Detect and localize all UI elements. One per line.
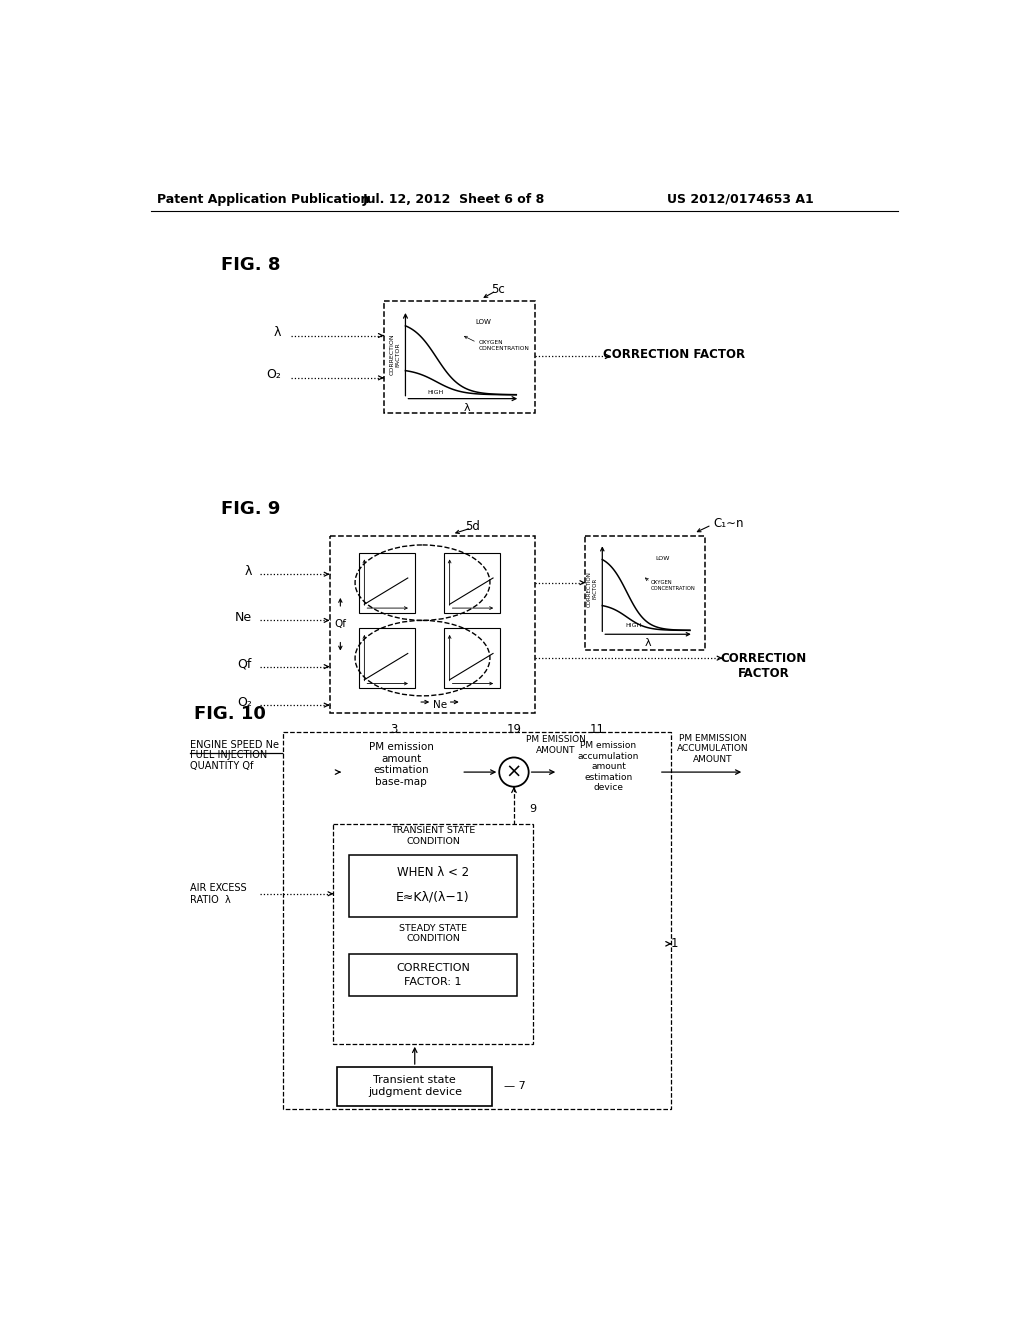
Text: λ: λ	[464, 403, 470, 413]
Text: PM emission
amount
estimation
base-map: PM emission amount estimation base-map	[369, 742, 433, 787]
Text: FIG. 8: FIG. 8	[221, 256, 281, 273]
Text: CORRECTION: CORRECTION	[396, 962, 470, 973]
Text: C₁∼n: C₁∼n	[713, 517, 743, 529]
Text: ENGINE SPEED Ne: ENGINE SPEED Ne	[190, 741, 279, 750]
Bar	[586, 536, 706, 649]
Text: US 2012/0174653 A1: US 2012/0174653 A1	[667, 193, 814, 206]
Text: FUEL INJECTION
QUANTITY Qf: FUEL INJECTION QUANTITY Qf	[190, 750, 267, 771]
Text: PM EMISSION
AMOUNT: PM EMISSION AMOUNT	[526, 735, 586, 755]
Text: LOW: LOW	[655, 556, 670, 561]
Text: O₂: O₂	[238, 696, 252, 709]
Text: PM EMMISSION
ACCUMULATION
AMOUNT: PM EMMISSION ACCUMULATION AMOUNT	[677, 734, 749, 764]
Text: PM emission
accumulation
amount
estimation
device: PM emission accumulation amount estimati…	[578, 742, 639, 792]
Text: HIGH: HIGH	[626, 623, 642, 627]
Text: 11: 11	[590, 723, 604, 737]
Text: AIR EXCESS
RATIO  λ: AIR EXCESS RATIO λ	[190, 883, 247, 904]
Bar	[384, 301, 535, 413]
Text: — 7: — 7	[504, 1081, 525, 1092]
Bar	[337, 1067, 493, 1106]
Text: Jul. 12, 2012  Sheet 6 of 8: Jul. 12, 2012 Sheet 6 of 8	[362, 193, 545, 206]
Bar	[334, 825, 532, 1044]
Text: 1: 1	[671, 937, 678, 950]
Text: λ: λ	[645, 639, 651, 648]
Text: OXYGEN
CONCENTRATION: OXYGEN CONCENTRATION	[479, 341, 530, 351]
Text: CORRECTION
FACTOR: CORRECTION FACTOR	[587, 570, 598, 607]
Bar	[349, 954, 517, 997]
Text: LOW: LOW	[475, 319, 492, 326]
Text: CORRECTION
FACTOR: CORRECTION FACTOR	[720, 652, 807, 680]
Bar	[349, 855, 517, 917]
Text: FIG. 9: FIG. 9	[221, 500, 281, 517]
Text: 19: 19	[507, 723, 521, 737]
Text: FACTOR: 1: FACTOR: 1	[404, 977, 462, 986]
Text: WHEN λ < 2: WHEN λ < 2	[397, 866, 469, 879]
Text: ×: ×	[506, 763, 522, 781]
Text: Qf: Qf	[335, 619, 346, 630]
Bar	[558, 739, 658, 813]
Text: λ: λ	[274, 326, 282, 339]
Bar	[283, 733, 671, 1109]
Text: Ne: Ne	[234, 611, 252, 624]
Text: FIG. 10: FIG. 10	[194, 705, 266, 723]
Bar	[444, 553, 500, 612]
Text: STEADY STATE
CONDITION: STEADY STATE CONDITION	[399, 924, 467, 944]
Text: 3: 3	[390, 723, 397, 737]
Text: 9: 9	[529, 804, 537, 814]
Text: HIGH: HIGH	[427, 389, 443, 395]
Text: E≈Kλ/(λ−1): E≈Kλ/(λ−1)	[396, 890, 470, 903]
Bar	[359, 628, 415, 688]
Bar	[444, 628, 500, 688]
Text: Qf: Qf	[238, 657, 252, 671]
Text: TRANSIENT STATE
CONDITION: TRANSIENT STATE CONDITION	[391, 826, 475, 846]
Text: Ne: Ne	[433, 700, 447, 710]
Text: CORRECTION FACTOR: CORRECTION FACTOR	[603, 348, 745, 362]
Text: 5d: 5d	[466, 520, 480, 533]
Text: λ: λ	[245, 565, 252, 578]
Text: CORRECTION
FACTOR: CORRECTION FACTOR	[389, 334, 400, 375]
Text: O₂: O₂	[266, 368, 282, 381]
Bar	[330, 536, 535, 713]
Text: 5c: 5c	[492, 282, 505, 296]
Text: Patent Application Publication: Patent Application Publication	[158, 193, 370, 206]
Text: Transient state
judgment device: Transient state judgment device	[368, 1076, 462, 1097]
Bar	[359, 553, 415, 612]
Bar	[341, 739, 461, 813]
Text: OXYGEN
CONCENTRATION: OXYGEN CONCENTRATION	[650, 581, 695, 591]
